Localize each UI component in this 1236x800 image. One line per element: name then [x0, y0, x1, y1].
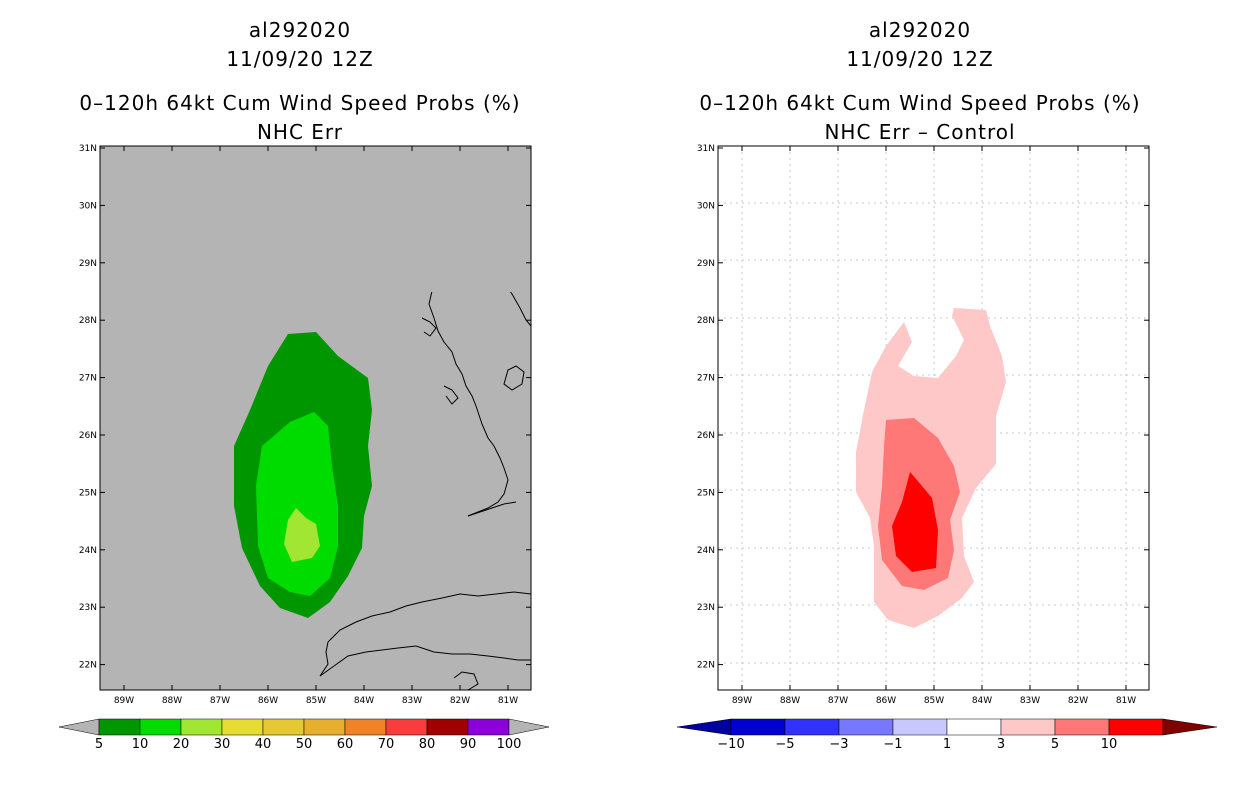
left-colorbar-swatch [98, 718, 141, 736]
left-product-title: 0–120h 64kt Cum Wind Speed Probs (%) [79, 91, 521, 115]
right-subtitle: NHC Err – Control [824, 120, 1016, 144]
left-lat-label: 25N [79, 488, 97, 498]
right-lon-label: 86W [876, 696, 896, 706]
right-colorbar-swatch [892, 718, 948, 736]
left-colorbar-swatch [385, 718, 428, 736]
left-lat-label: 24N [79, 546, 97, 556]
left-colorbar-swatch [344, 718, 387, 736]
right-colorbar-label: −10 [717, 737, 744, 752]
left-lon-label: 86W [258, 696, 278, 706]
right-colorbar-swatch [1000, 718, 1056, 736]
right-colorbar-swatch [838, 718, 894, 736]
left-lat-label: 23N [79, 603, 97, 613]
right-product-title: 0–120h 64kt Cum Wind Speed Probs (%) [699, 91, 1141, 115]
right-colorbar-swatch [730, 718, 786, 736]
left-lat-label: 30N [79, 201, 97, 211]
left-colorbar-swatch [426, 718, 469, 736]
right-colorbar-label: 1 [943, 737, 951, 752]
left-lat-label: 29N [79, 259, 97, 269]
right-lat-label: 25N [697, 488, 715, 498]
right-lon-label: 88W [780, 696, 800, 706]
right-lon-label: 87W [828, 696, 848, 706]
left-subtitle: NHC Err [256, 120, 344, 144]
left-lon-label: 83W [402, 696, 422, 706]
right-colorbar: −10 −5 −3 −1 1 3 5 10 [676, 718, 1218, 752]
left-lat-label: 31N [79, 144, 97, 154]
right-lon-label: 84W [972, 696, 992, 706]
left-lon-label: 88W [162, 696, 182, 706]
left-prob-10-20 [256, 412, 338, 596]
left-colorbar-label: 5 [95, 737, 103, 752]
left-colorbar-label: 20 [173, 737, 190, 752]
right-lon-label: 89W [732, 696, 752, 706]
left-lat-label: 28N [79, 316, 97, 326]
left-colorbar-swatch [180, 718, 223, 736]
left-prob-20-30 [284, 508, 320, 562]
left-lon-label: 85W [306, 696, 326, 706]
right-colorbar-low-arrow [676, 718, 732, 736]
right-colorbar-high-arrow [1162, 718, 1218, 736]
right-axis-ticks: 31N 30N 29N 28N 27N 26N 25N 24N 23N 22N 89W 88W 87W 8… [697, 144, 1149, 706]
right-lat-label: 29N [697, 259, 715, 269]
right-lat-label: 22N [697, 661, 715, 671]
left-colorbar-label: 70 [378, 737, 395, 752]
left-colorbar-label: 90 [460, 737, 477, 752]
right-lon-label: 82W [1068, 696, 1088, 706]
right-colorbar-swatch [1108, 718, 1164, 736]
left-axis-ticks: 31N 30N 29N 28N 27N 26N 25N 24N 23N 22N 89W 88W 87W 8… [79, 144, 531, 706]
right-colorbar-label: −5 [775, 737, 794, 752]
left-lat-label: 22N [79, 661, 97, 671]
left-lon-label: 82W [450, 696, 470, 706]
right-lat-label: 28N [697, 316, 715, 326]
left-colorbar-label: 60 [337, 737, 354, 752]
left-colorbar-low-arrow [58, 718, 100, 736]
right-lat-label: 23N [697, 603, 715, 613]
left-lon-label: 89W [114, 696, 134, 706]
right-colorbar-label: 3 [997, 737, 1005, 752]
right-colorbar-label: 5 [1051, 737, 1059, 752]
left-lat-label: 26N [79, 431, 97, 441]
right-lat-label: 24N [697, 546, 715, 556]
right-lon-label: 85W [924, 696, 944, 706]
right-storm-id: al292020 [868, 18, 972, 42]
left-storm-id: al292020 [248, 18, 352, 42]
right-lon-label: 83W [1020, 696, 1040, 706]
left-colorbar-swatch [262, 718, 305, 736]
right-diff-5-10 [892, 472, 938, 572]
right-lat-label: 31N [697, 144, 715, 154]
left-colorbar-label: 100 [497, 737, 522, 752]
left-colorbar-label: 30 [214, 737, 231, 752]
right-map-panel: 31N 30N 29N 28N 27N 26N 25N 24N 23N 22N 89W 88W 87W 8… [697, 144, 1150, 706]
left-colorbar-label: 10 [132, 737, 149, 752]
left-lon-label: 87W [210, 696, 230, 706]
left-colorbar-swatch [139, 718, 182, 736]
right-colorbar-label: −3 [829, 737, 848, 752]
right-colorbar-label: 10 [1101, 737, 1118, 752]
left-datetime: 11/09/20 12Z [226, 47, 374, 71]
left-colorbar-label: 80 [419, 737, 436, 752]
right-colorbar-swatch [1054, 718, 1110, 736]
left-colorbar: 5 10 20 30 40 50 60 70 80 90 100 [58, 718, 550, 752]
right-lat-label: 26N [697, 431, 715, 441]
right-lat-label: 27N [697, 374, 715, 384]
right-lon-label: 81W [1116, 696, 1136, 706]
right-colorbar-swatch [784, 718, 840, 736]
left-colorbar-swatch [303, 718, 346, 736]
right-lat-label: 30N [697, 201, 715, 211]
left-colorbar-label: 40 [255, 737, 272, 752]
left-colorbar-swatch [467, 718, 510, 736]
left-lat-label: 27N [79, 374, 97, 384]
left-colorbar-swatch [221, 718, 264, 736]
right-colorbar-label: −1 [883, 737, 902, 752]
right-colorbar-swatch [946, 718, 1002, 736]
left-map-panel: 31N 30N 29N 28N 27N 26N 25N 24N 23N 22N 89W 88W 87W 8… [79, 144, 532, 706]
left-colorbar-high-arrow [508, 718, 550, 736]
right-datetime: 11/09/20 12Z [846, 47, 994, 71]
left-lon-label: 81W [498, 696, 518, 706]
left-lon-label: 84W [354, 696, 374, 706]
left-colorbar-label: 50 [296, 737, 313, 752]
